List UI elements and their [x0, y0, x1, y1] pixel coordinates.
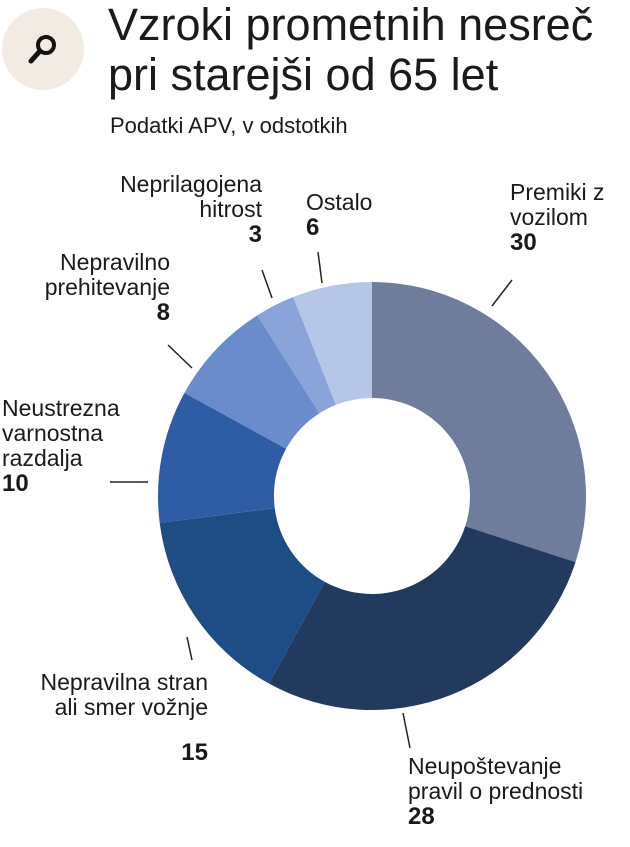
- search-icon: [28, 35, 56, 64]
- leader-line-0: [491, 279, 513, 307]
- donut-slice-2: [159, 508, 325, 684]
- donut-slices: [158, 282, 586, 710]
- chart-subtitle: Podatki APV, v odstotkih: [110, 113, 348, 138]
- label-ostalo: Ostalo 6: [306, 189, 373, 241]
- value-neustrezna-razdalja: 10: [2, 470, 29, 497]
- value-nepravilno-prehitevanje: 8: [156, 299, 170, 326]
- leader-line-4: [167, 344, 193, 369]
- value-neprilagojena-hitrost: 3: [248, 221, 262, 248]
- value-ostalo: 6: [306, 214, 320, 241]
- label-neustrezna-razdalja: Neustrezna varnostna razdalja 10: [2, 395, 120, 497]
- label-neupostevanje-pravil: Neupoštevanje pravil o prednosti 28: [408, 753, 584, 830]
- chart-title: Vzroki prometnih nesreč pri starejši od …: [108, 0, 630, 100]
- label-nepravilna-stran: Nepravilna stran ali smer vožnje 15: [0, 670, 208, 766]
- donut-slice-4: [184, 315, 320, 449]
- label-neprilagojena-hitrost: Neprilagojena hitrost 3: [60, 172, 262, 248]
- leader-line-6: [317, 251, 323, 284]
- leader-line-5: [261, 269, 273, 299]
- chart-title-line2: pri starejši od 65 let: [108, 49, 499, 100]
- leader-line-2: [186, 636, 193, 661]
- label-nepravilno-prehitevanje: Nepravilno prehitevanje 8: [0, 250, 170, 326]
- search-badge: [2, 8, 84, 90]
- donut-slice-0: [372, 282, 586, 563]
- value-premiki-z-vozilom: 30: [510, 229, 537, 256]
- donut-slice-3: [158, 392, 287, 523]
- donut-slice-5: [257, 297, 336, 414]
- chart-title-line1: Vzroki prometnih nesreč: [108, 0, 594, 50]
- leader-lines: [110, 251, 513, 749]
- value-neupostevanje-pravil: 28: [408, 803, 435, 830]
- donut-slice-6: [293, 282, 372, 405]
- leader-line-1: [402, 712, 411, 749]
- label-premiki-z-vozilom: Premiki z vozilom 30: [510, 179, 605, 256]
- donut-slice-1: [268, 526, 576, 710]
- value-nepravilna-stran: 15: [181, 739, 208, 766]
